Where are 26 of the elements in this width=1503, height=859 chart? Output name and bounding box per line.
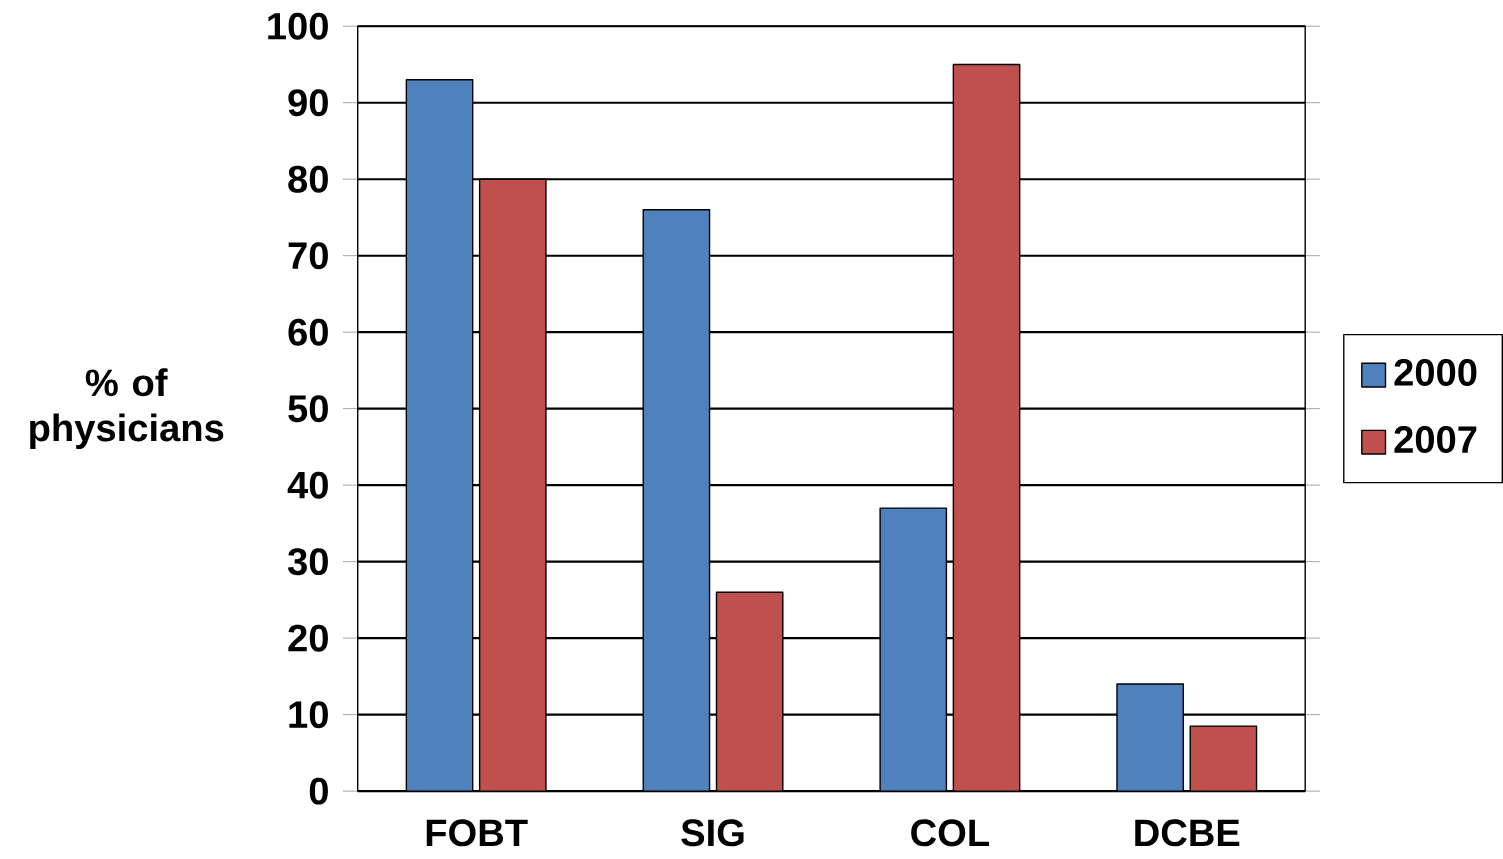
y-tick-label: 80 bbox=[288, 165, 328, 193]
y-tick-label: 50 bbox=[288, 395, 328, 423]
y-tick-label: 70 bbox=[288, 242, 328, 270]
bar bbox=[715, 591, 784, 792]
bar bbox=[642, 209, 711, 792]
y-axis-title: % of physicians bbox=[30, 368, 224, 449]
legend-label: 2007 bbox=[1394, 426, 1477, 454]
bar bbox=[952, 63, 1021, 792]
bar bbox=[1189, 725, 1258, 792]
bar bbox=[405, 79, 474, 792]
y-tick-label: 100 bbox=[268, 12, 328, 40]
y-tick-label: 30 bbox=[287, 548, 328, 576]
legend-label: 2000 bbox=[1394, 358, 1477, 386]
y-tick-label: 10 bbox=[289, 701, 328, 729]
x-tick-label: SIG bbox=[681, 819, 744, 847]
bar bbox=[1116, 683, 1184, 792]
y-tick-label: 90 bbox=[288, 89, 328, 117]
bar bbox=[478, 178, 547, 792]
bar bbox=[879, 507, 948, 792]
y-tick-label: 0 bbox=[309, 777, 328, 805]
x-tick-label: FOBT bbox=[426, 819, 528, 847]
y-tick-label: 60 bbox=[288, 318, 328, 346]
x-tick-label: COL bbox=[911, 819, 989, 847]
y-tick-label: 40 bbox=[287, 471, 328, 499]
x-tick-label: DCBE bbox=[1135, 819, 1240, 847]
y-tick-label: 20 bbox=[288, 624, 328, 652]
